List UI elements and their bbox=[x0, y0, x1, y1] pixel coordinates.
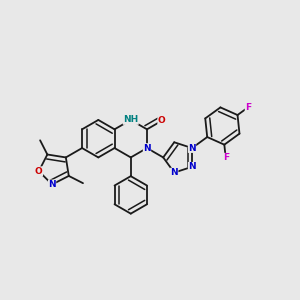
Text: N: N bbox=[48, 180, 56, 189]
Text: N: N bbox=[143, 144, 151, 153]
Text: F: F bbox=[223, 153, 229, 162]
Text: N: N bbox=[188, 144, 196, 153]
Text: O: O bbox=[35, 167, 43, 176]
Text: O: O bbox=[158, 116, 166, 125]
Text: N: N bbox=[188, 162, 196, 171]
Text: F: F bbox=[245, 103, 251, 112]
Text: NH: NH bbox=[123, 116, 138, 124]
Text: N: N bbox=[170, 168, 178, 177]
